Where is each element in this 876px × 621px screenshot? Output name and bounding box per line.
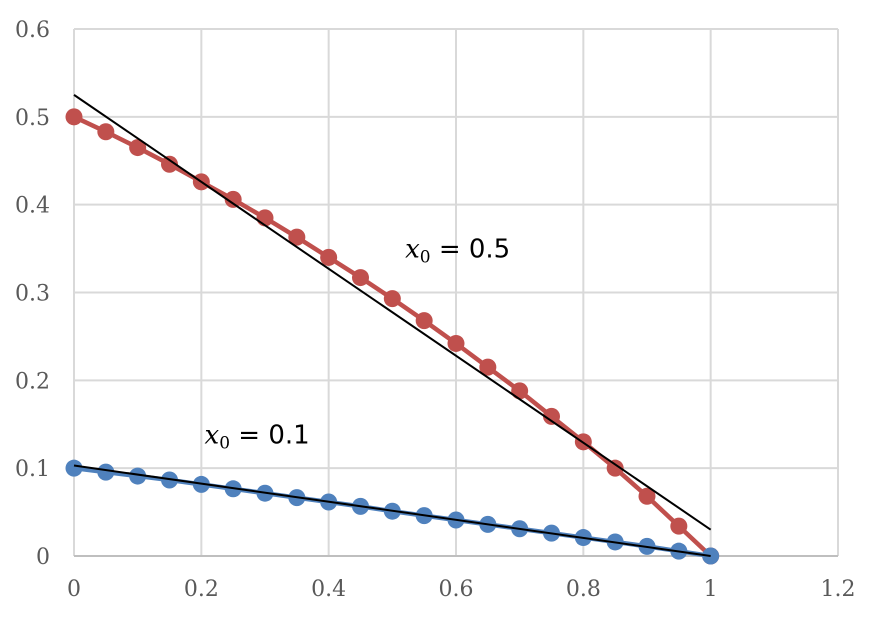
annotation-variable: x <box>205 421 220 451</box>
x-tick-label: 0.4 <box>311 577 346 602</box>
x-tick-label: 0 <box>67 577 81 602</box>
data-point <box>479 358 497 376</box>
data-point <box>415 312 433 330</box>
data-point <box>97 463 115 481</box>
data-point <box>224 190 242 208</box>
y-axis-tick-labels: 0 0.1 0.2 0.3 0.4 0.5 0.6 <box>15 18 50 570</box>
trend-lines <box>73 94 712 557</box>
x-tick-label: 0.8 <box>566 577 601 602</box>
data-point <box>511 382 529 400</box>
gridlines <box>74 28 839 556</box>
y-tick-label: 0.1 <box>15 457 50 482</box>
y-tick-label: 0 <box>36 545 50 570</box>
x-tick-label: 1 <box>704 577 718 602</box>
annotation-value: = 0.1 <box>230 421 310 451</box>
y-tick-label: 0.6 <box>15 18 50 43</box>
data-point <box>383 290 401 308</box>
data-point <box>543 407 560 425</box>
data-point <box>670 517 688 535</box>
x-tick-label: 0.2 <box>184 577 219 602</box>
data-point <box>320 248 338 266</box>
data-point <box>65 108 83 126</box>
data-point <box>256 209 274 227</box>
data-point <box>288 228 306 246</box>
y-tick-label: 0.5 <box>15 106 50 131</box>
annotation-subscript: 0 <box>420 247 431 267</box>
data-point <box>638 487 656 505</box>
data-point <box>161 155 178 173</box>
y-tick-label: 0.3 <box>15 282 50 307</box>
series-annotations: x0 = 0.5x0 = 0.1 <box>205 234 511 453</box>
data-point <box>129 139 147 157</box>
series-annotation: x0 = 0.1 <box>205 421 310 454</box>
annotation-subscript: 0 <box>219 434 230 454</box>
data-point <box>97 123 115 141</box>
data-point <box>129 467 147 485</box>
data-point <box>352 269 369 287</box>
x-tick-label: 0.6 <box>439 577 474 602</box>
y-tick-label: 0.4 <box>15 194 50 219</box>
data-point <box>447 334 465 352</box>
x-axis-tick-labels: 0 0.2 0.4 0.6 0.8 1 1.2 <box>67 577 856 602</box>
x-tick-label: 1.2 <box>821 577 856 602</box>
series-annotation: x0 = 0.5 <box>405 234 510 267</box>
trend-line <box>73 94 712 531</box>
annotation-value: = 0.5 <box>431 234 511 264</box>
data-point <box>606 459 624 477</box>
y-tick-label: 0.2 <box>15 369 50 394</box>
annotation-variable: x <box>405 234 420 264</box>
trend-line <box>73 464 711 557</box>
data-point <box>65 459 83 477</box>
